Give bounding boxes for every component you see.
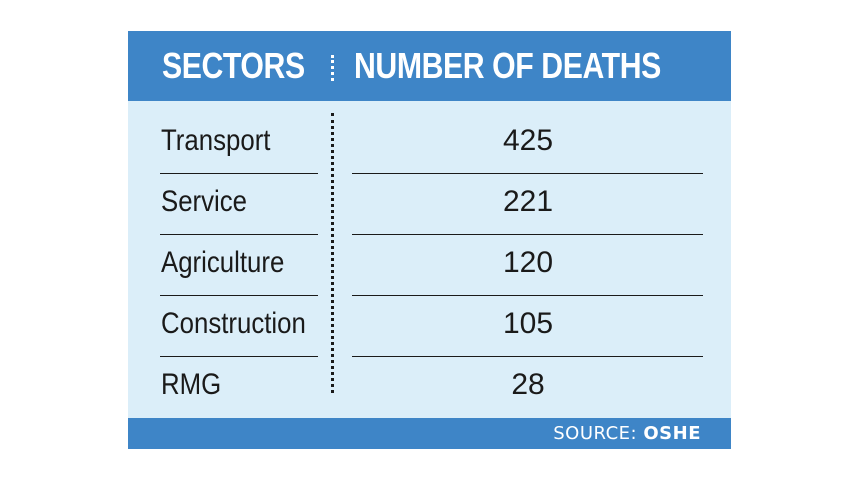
source-footer: SOURCE: OSHE [128, 418, 731, 449]
source-label: SOURCE: [553, 423, 638, 444]
sector-cell: Construction [161, 307, 306, 340]
source-name: OSHE [643, 423, 701, 444]
deaths-cell: 425 [502, 124, 554, 157]
sector-cell: Agriculture [161, 246, 285, 279]
row-divider-right [352, 295, 703, 296]
table-row: Agriculture 120 [128, 234, 731, 295]
row-divider-right [352, 173, 703, 174]
deaths-cell: 120 [502, 246, 554, 279]
column-header-sectors: SECTORS [162, 45, 305, 86]
table-header: SECTORS NUMBER OF DEATHS [128, 31, 731, 101]
row-divider-right [352, 356, 703, 357]
table-row: Transport 425 [128, 113, 731, 173]
deaths-by-sector-table: SECTORS NUMBER OF DEATHS Transport 425 Ser… [128, 31, 731, 449]
source-note: SOURCE: OSHE [553, 422, 701, 446]
table-row: RMG 28 [128, 356, 731, 417]
row-divider-right [352, 234, 703, 235]
row-divider-left [160, 295, 318, 296]
table-row: Service 221 [128, 173, 731, 234]
sector-cell: Service [161, 185, 248, 218]
deaths-cell: 28 [511, 368, 545, 401]
deaths-cell: 105 [502, 307, 554, 340]
table-row: Construction 105 [128, 295, 731, 356]
body-dotted-separator [331, 113, 334, 393]
row-divider-left [160, 173, 318, 174]
deaths-cell: 221 [502, 185, 554, 218]
row-divider-left [160, 234, 318, 235]
header-dotted-separator [331, 55, 334, 81]
column-header-deaths: NUMBER OF DEATHS [354, 45, 661, 86]
sector-cell: Transport [161, 124, 271, 157]
row-divider-left [160, 356, 318, 357]
sector-cell: RMG [161, 368, 222, 401]
